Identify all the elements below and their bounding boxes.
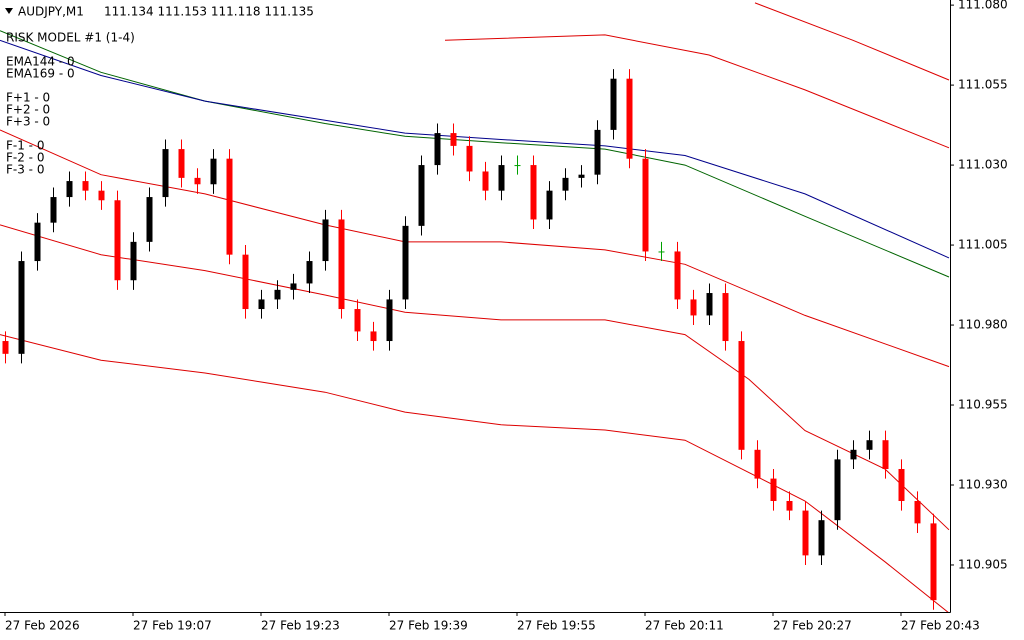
candle-body [402,225,409,300]
y-tick-label: 111.055 [958,78,1008,92]
candle-body [210,158,217,185]
candle-body [2,341,9,354]
x-tick-label: 27 Feb 19:39 [389,619,468,633]
candle-body [642,158,649,252]
y-tick-label: 111.030 [958,158,1008,172]
candle-body [370,331,377,342]
x-tick-label: 27 Feb 2026 [5,619,80,633]
candle-body [754,449,761,479]
indicator-label: F-3 - 0 [6,163,44,177]
candle-body [162,149,169,198]
candle-body [434,133,441,166]
indicator-label: F+2 - 0 [6,103,50,117]
candle-body [674,251,681,300]
candle-body [242,254,249,310]
indicator-label: F+3 - 0 [6,115,50,129]
candle-body [50,197,57,223]
candle-body [354,309,361,332]
candle-body [578,174,585,178]
candle-body [130,241,137,281]
indicator-label: F-1 - 0 [6,139,44,153]
candle-body [338,219,345,310]
candle-body [786,500,793,511]
candle-body [594,129,601,175]
y-tick-label: 110.980 [958,318,1008,332]
symbol: AUDJPY,M1 [18,5,84,19]
candle-body [258,299,265,310]
candle-body [834,459,841,521]
x-tick-label: 27 Feb 20:11 [645,619,724,633]
candle-body [930,523,937,601]
candle-body [738,341,745,450]
candle-body [226,158,233,255]
indicator-line [444,34,950,149]
candle-body [418,165,425,226]
candle-body [546,190,553,220]
candle-body [322,219,329,262]
quote: 111.134 111.153 111.118 111.135 [104,5,314,19]
indicator-line [0,224,950,531]
candle-body [514,165,521,167]
dropdown-icon[interactable] [5,8,13,14]
x-tick-label: 27 Feb 19:23 [261,619,340,633]
y-tick-label: 110.905 [958,557,1008,571]
indicator-line [754,2,950,81]
candle-body [498,165,505,191]
indicator-line [0,334,949,612]
candle-body [610,78,617,130]
candle-body [658,251,665,253]
candle-body [306,261,313,284]
candle-body [386,299,393,342]
candle-body [290,283,297,290]
candle-body [98,190,105,201]
candle-body [178,149,185,178]
indicator-label: EMA169 - 0 [6,67,75,81]
candle-body [146,197,153,242]
candle-body [882,440,889,469]
candle-body [850,449,857,460]
indicator-name: RISK MODEL #1 (1-4) [6,31,135,45]
candle-body [898,468,905,501]
candle-body [194,177,201,185]
candle-body [530,165,537,220]
x-tick-label: 27 Feb 20:27 [773,619,852,633]
candle-body [34,222,41,262]
indicator-label: F+1 - 0 [6,91,50,105]
candle-body [18,261,25,354]
candle-body [82,181,89,191]
candle-body [562,177,569,191]
candle-body [802,510,809,556]
candle-body [274,289,281,300]
x-tick-label: 27 Feb 19:07 [133,619,212,633]
indicator-label: F-2 - 0 [6,151,44,165]
candle-body [722,293,729,342]
y-tick-label: 111.005 [958,238,1008,252]
candle-body [914,500,921,524]
indicator-label: EMA144 - 0 [6,55,75,69]
x-tick-label: 27 Feb 20:43 [901,619,980,633]
candle-body [866,440,873,450]
candle-body [450,133,457,146]
y-tick-label: 110.930 [958,477,1008,491]
candle-body [66,181,73,198]
indicator-line [0,129,950,368]
candle-body [706,293,713,316]
plot-area [0,2,950,612]
y-tick-label: 110.955 [958,398,1008,412]
candle-body [114,200,121,281]
x-tick-label: 27 Feb 19:55 [517,619,596,633]
candle-body [818,520,825,556]
candle-body [626,78,633,159]
candle-body [466,145,473,172]
y-tick-label: 111.080 [958,0,1008,12]
candle-body [690,299,697,316]
candle-body [482,171,489,191]
candle-body [770,478,777,501]
